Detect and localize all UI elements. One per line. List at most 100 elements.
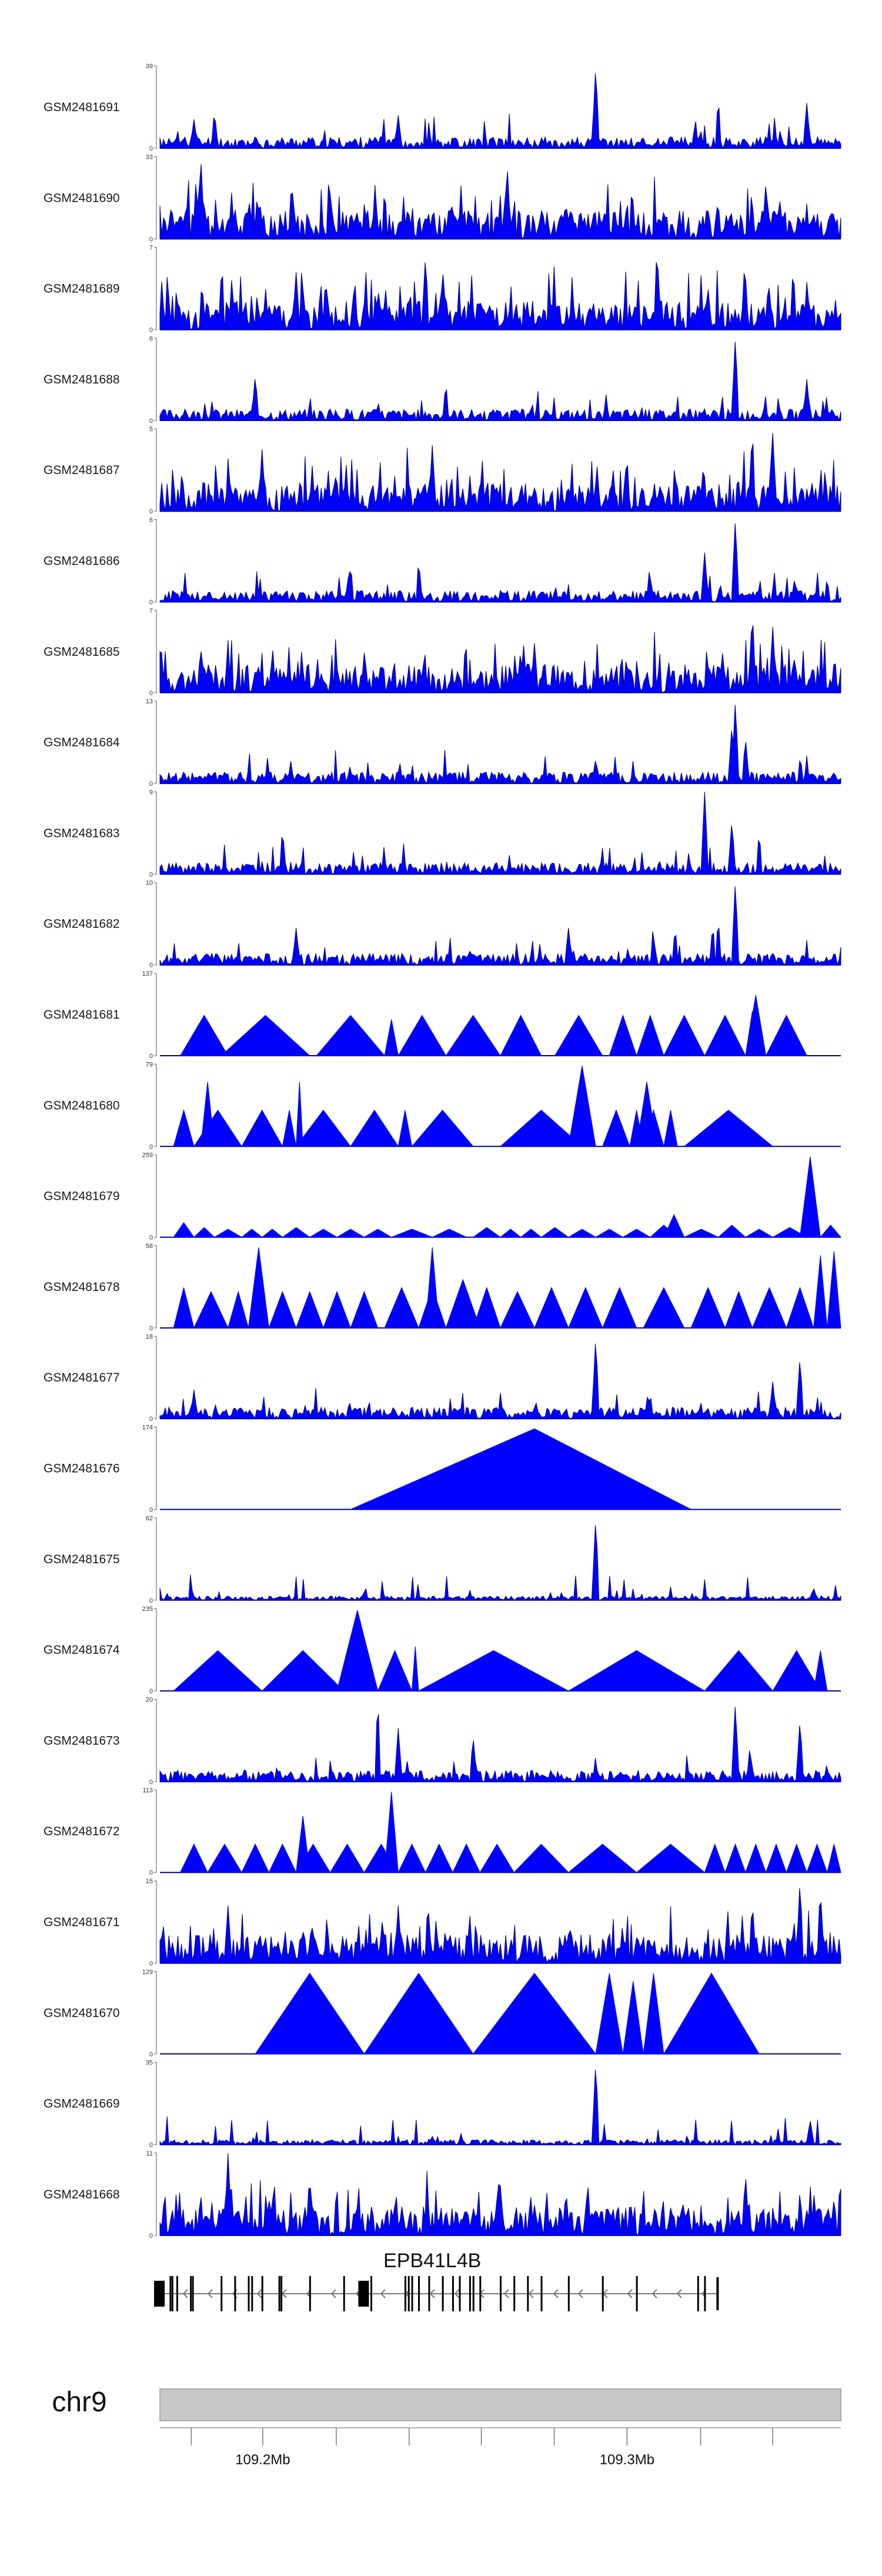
chromosome-label: chr9 [52,2387,106,2418]
signal-peak [684,1229,719,1238]
genomic-axis-tick-label: 109.2Mb [235,2452,290,2468]
signal-coverage [159,2153,841,2237]
signal-peak [173,1222,195,1238]
gene-exon [309,2276,311,2311]
signal-peak [704,1843,726,1873]
signal-peak [296,1082,303,1147]
strand-arrow [652,2289,657,2298]
signal-coverage [159,163,841,240]
strand-arrow [454,2289,460,2298]
track-label: GSM2481669 [44,2097,120,2111]
gene-exon [251,2276,253,2311]
track-label: GSM2481681 [44,1008,120,1022]
track-label: GSM2481668 [44,2188,120,2201]
gene-exon [442,2276,444,2311]
signal-peak [513,1843,569,1873]
signal-peak [377,1650,413,1691]
y-axis-max-label: 129 [142,1968,153,1976]
signal-peak [786,1843,807,1873]
y-axis-max-label: 235 [142,1606,153,1613]
signal-peak [425,1843,453,1873]
signal-peak [813,1255,828,1329]
signal-peak [636,1844,706,1873]
y-axis-max-label: 7 [149,608,153,615]
y-axis-zero-label: 0 [149,1688,153,1695]
signal-peak [622,1981,644,2054]
signal-peak [745,1843,767,1873]
y-axis-max-label: 39 [146,63,153,70]
signal-peak [281,1227,311,1238]
y-axis-max-label: 33 [146,154,153,161]
signal-peak [771,1227,808,1238]
track-gsm2481684: GSM2481684 13 0 [44,698,841,788]
gene-exon [280,2276,283,2311]
signal-peak [473,1286,501,1329]
genomic-axis-tick-label: 109.3Mb [600,2452,654,2468]
gene-exon [176,2276,178,2311]
signal-coverage [159,705,841,785]
signal-coverage [159,625,841,693]
signal-peak [568,1066,596,1147]
gene-exon [500,2276,502,2311]
track-gsm2481683: GSM2481683 9 0 [44,789,841,878]
gene-exon [154,2281,165,2307]
signal-peak [704,1650,774,1691]
signal-peak [241,1109,283,1147]
signal-peak [350,1290,379,1329]
signal-peak [316,1015,386,1056]
signal-peak [568,1287,603,1329]
signal-peak [295,1109,352,1147]
track-gsm2481681: GSM2481681 137 0 [44,970,841,1060]
y-axis-zero-label: 0 [149,1778,153,1786]
gene-exon [171,2276,173,2311]
track-label: GSM2481689 [44,282,120,296]
y-axis-zero-label: 0 [149,1143,153,1150]
track-label: GSM2481675 [44,1553,120,1566]
track-gsm2481680: GSM2481680 79 0 [44,1061,841,1150]
track-label: GSM2481678 [44,1280,120,1294]
signal-peak [745,1011,760,1056]
signal-peak [172,1650,263,1691]
y-axis-max-label: 6 [149,335,153,342]
y-axis-zero-label: 0 [149,1325,153,1332]
signal-peak [663,1213,685,1238]
signal-peak [350,1109,399,1147]
signal-peak [173,1109,195,1147]
signal-peak [472,1227,502,1238]
strand-arrow [182,2289,188,2298]
gene-exon [343,2276,345,2311]
strand-arrow [207,2289,213,2298]
gene-exon [513,2276,516,2311]
track-gsm2481689: GSM2481689 7 0 [44,245,841,334]
track-label: GSM2481673 [44,1734,120,1747]
gene-exon [472,2276,475,2311]
gene-exon [636,2276,638,2311]
signal-peak [567,1844,637,1873]
strand-arrow [330,2289,336,2298]
gene-exon [567,2276,570,2311]
signal-peak [391,1229,433,1238]
signal-peak [384,1791,399,1873]
signal-peak [643,1287,685,1329]
y-axis-zero-label: 0 [149,1234,153,1242]
signal-coverage [159,73,841,149]
y-axis-zero-label: 0 [149,327,153,334]
signal-peak [636,1082,657,1147]
signal-peak [397,1015,447,1056]
signal-peak [329,1843,365,1873]
track-gsm2481675: GSM2481675 62 0 [44,1515,841,1604]
y-axis-zero-label: 0 [149,1053,153,1060]
signal-peak [554,1015,603,1056]
gene-exon [716,2277,719,2310]
signal-peak [411,1646,419,1691]
signal-peak [534,1287,569,1329]
signal-peak [765,1015,807,1056]
gene-exon [540,2276,543,2311]
signal-peak [445,1015,501,1056]
signal-peak [786,1286,814,1329]
track-gsm2481679: GSM2481679 259 0 [44,1152,842,1242]
gene-exon [358,2281,369,2307]
gene-exon [697,2276,699,2311]
track-label: GSM2481687 [44,463,120,477]
signal-peak [241,1843,270,1873]
